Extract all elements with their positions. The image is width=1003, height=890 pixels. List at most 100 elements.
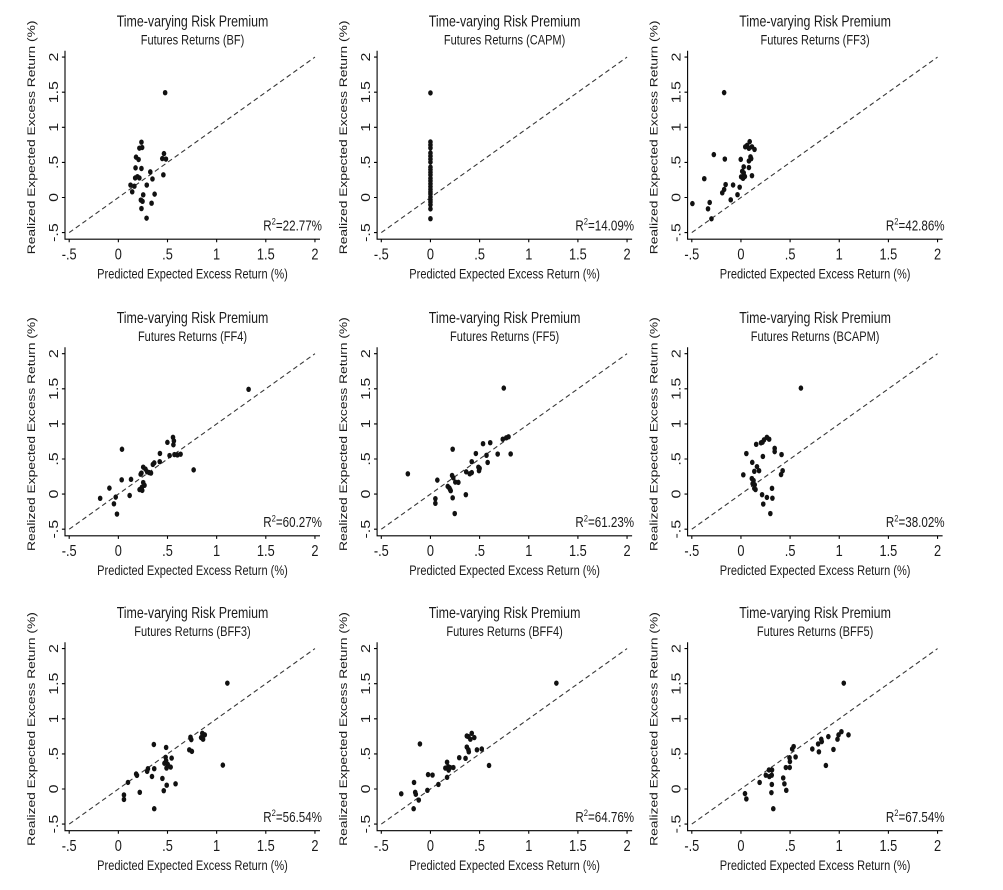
svg-text:1: 1: [47, 714, 61, 723]
svg-text:1: 1: [836, 246, 843, 264]
svg-text:2: 2: [934, 543, 941, 561]
svg-text:-.5: -.5: [47, 520, 61, 539]
svg-text:-.5: -.5: [62, 838, 77, 856]
svg-text:1: 1: [359, 419, 373, 428]
svg-text:Predicted Expected Excess Retu: Predicted Expected Excess Return (%): [409, 266, 600, 281]
svg-text:-.5: -.5: [374, 543, 389, 561]
svg-text:1.5: 1.5: [670, 81, 684, 103]
svg-text:1: 1: [47, 419, 61, 428]
svg-text:0: 0: [670, 490, 684, 499]
svg-text:2: 2: [670, 349, 684, 358]
svg-text:1.5: 1.5: [257, 838, 275, 856]
svg-text:0: 0: [427, 838, 434, 856]
svg-text:Predicted Expected Excess Retu: Predicted Expected Excess Return (%): [720, 563, 911, 578]
svg-text:-.5: -.5: [684, 246, 699, 264]
svg-text:1: 1: [670, 123, 684, 132]
svg-text:Futures Returns (BFF3): Futures Returns (BFF3): [134, 624, 250, 639]
svg-text:2: 2: [623, 838, 630, 856]
svg-text:R2=22.77%: R2=22.77%: [263, 216, 322, 234]
svg-text:2: 2: [359, 349, 373, 358]
svg-text:Realized Expected Excess Retur: Realized Expected Excess Return (%): [648, 317, 660, 551]
svg-text:1.5: 1.5: [257, 543, 275, 561]
svg-text:1: 1: [213, 246, 220, 264]
svg-text:R2=61.23%: R2=61.23%: [575, 512, 634, 530]
svg-text:-.5: -.5: [670, 815, 684, 834]
svg-text:Realized Expected Excess Retur: Realized Expected Excess Return (%): [648, 612, 660, 846]
svg-text:0: 0: [115, 246, 122, 264]
svg-text:Realized Expected Excess Retur: Realized Expected Excess Return (%): [337, 317, 349, 551]
svg-text:.5: .5: [474, 246, 485, 264]
svg-text:1.5: 1.5: [257, 246, 275, 264]
svg-text:.5: .5: [474, 543, 485, 561]
svg-text:1.5: 1.5: [880, 838, 898, 856]
svg-text:R2=38.02%: R2=38.02%: [886, 512, 945, 530]
svg-text:R2=64.76%: R2=64.76%: [575, 807, 634, 825]
svg-text:.5: .5: [162, 543, 173, 561]
svg-text:.5: .5: [785, 543, 796, 561]
svg-text:Predicted Expected Excess Retu: Predicted Expected Excess Return (%): [720, 858, 911, 873]
svg-text:-.5: -.5: [374, 246, 389, 264]
svg-text:2: 2: [311, 838, 318, 856]
svg-text:Realized Expected Excess Retur: Realized Expected Excess Return (%): [25, 21, 37, 255]
svg-text:1: 1: [836, 543, 843, 561]
svg-text:0: 0: [47, 785, 61, 794]
svg-text:-.5: -.5: [62, 246, 77, 264]
svg-text:.5: .5: [785, 246, 796, 264]
svg-text:Realized Expected Excess Retur: Realized Expected Excess Return (%): [648, 21, 660, 255]
svg-text:Predicted Expected Excess Retu: Predicted Expected Excess Return (%): [97, 266, 288, 281]
svg-text:1.5: 1.5: [569, 543, 587, 561]
svg-text:2: 2: [623, 246, 630, 264]
svg-text:R2=56.54%: R2=56.54%: [263, 807, 322, 825]
svg-text:1.5: 1.5: [880, 543, 898, 561]
svg-text:1: 1: [670, 714, 684, 723]
svg-text:2: 2: [47, 53, 61, 62]
svg-text:Realized Expected Excess Retur: Realized Expected Excess Return (%): [25, 317, 37, 551]
svg-text:Futures Returns (FF4): Futures Returns (FF4): [138, 329, 247, 344]
svg-text:0: 0: [737, 838, 744, 856]
svg-text:.5: .5: [670, 156, 684, 169]
svg-text:0: 0: [737, 543, 744, 561]
svg-text:1: 1: [836, 838, 843, 856]
svg-text:1: 1: [359, 123, 373, 132]
svg-text:-.5: -.5: [374, 838, 389, 856]
svg-text:.5: .5: [670, 747, 684, 760]
svg-text:Realized Expected Excess Retur: Realized Expected Excess Return (%): [337, 21, 349, 255]
svg-text:1: 1: [525, 246, 532, 264]
svg-text:Futures Returns (CAPM): Futures Returns (CAPM): [444, 32, 565, 47]
svg-text:-.5: -.5: [684, 838, 699, 856]
svg-text:Predicted Expected Excess Retu: Predicted Expected Excess Return (%): [97, 563, 288, 578]
svg-text:Predicted Expected Excess Retu: Predicted Expected Excess Return (%): [409, 563, 600, 578]
svg-text:Time-varying Risk Premium: Time-varying Risk Premium: [429, 309, 581, 327]
svg-text:1.5: 1.5: [670, 673, 684, 695]
svg-text:1.5: 1.5: [47, 378, 61, 400]
svg-text:-.5: -.5: [359, 223, 373, 242]
svg-text:Time-varying Risk Premium: Time-varying Risk Premium: [117, 603, 269, 621]
svg-text:2: 2: [670, 644, 684, 653]
svg-text:.5: .5: [162, 246, 173, 264]
svg-text:0: 0: [670, 193, 684, 202]
svg-text:Time-varying Risk Premium: Time-varying Risk Premium: [117, 12, 269, 30]
svg-text:0: 0: [427, 246, 434, 264]
svg-text:R2=60.27%: R2=60.27%: [263, 512, 322, 530]
svg-text:Futures Returns (BFF5): Futures Returns (BFF5): [757, 624, 873, 639]
svg-text:Futures Returns (BF): Futures Returns (BF): [141, 32, 245, 47]
svg-text:Predicted Expected Excess Retu: Predicted Expected Excess Return (%): [409, 858, 600, 873]
svg-text:1.5: 1.5: [569, 838, 587, 856]
svg-text:Predicted Expected Excess Retu: Predicted Expected Excess Return (%): [720, 266, 911, 281]
svg-text:2: 2: [47, 349, 61, 358]
svg-text:2: 2: [359, 53, 373, 62]
svg-text:1: 1: [47, 123, 61, 132]
svg-text:-.5: -.5: [670, 520, 684, 539]
svg-text:.5: .5: [359, 156, 373, 169]
svg-text:1: 1: [359, 714, 373, 723]
svg-text:0: 0: [47, 193, 61, 202]
svg-text:Realized Expected Excess Retur: Realized Expected Excess Return (%): [25, 612, 37, 846]
svg-text:.5: .5: [47, 452, 61, 465]
svg-text:2: 2: [359, 644, 373, 653]
svg-text:-.5: -.5: [62, 543, 77, 561]
svg-text:Time-varying Risk Premium: Time-varying Risk Premium: [739, 603, 891, 621]
svg-text:1.5: 1.5: [359, 378, 373, 400]
svg-text:R2=14.09%: R2=14.09%: [575, 216, 634, 234]
svg-text:.5: .5: [359, 747, 373, 760]
svg-text:2: 2: [47, 644, 61, 653]
